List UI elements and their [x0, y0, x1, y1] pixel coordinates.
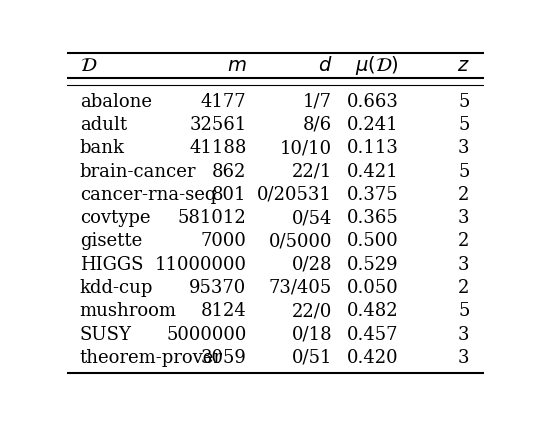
Text: 0.420: 0.420	[347, 349, 399, 367]
Text: 0.457: 0.457	[347, 325, 399, 343]
Text: 11000000: 11000000	[154, 256, 246, 273]
Text: 5: 5	[458, 302, 470, 320]
Text: gisette: gisette	[80, 233, 142, 250]
Text: 1/7: 1/7	[303, 92, 332, 111]
Text: $m$: $m$	[227, 57, 246, 75]
Text: $\mu(\mathcal{D})$: $\mu(\mathcal{D})$	[355, 55, 399, 78]
Text: 0/28: 0/28	[292, 256, 332, 273]
Text: 2: 2	[458, 279, 470, 297]
Text: abalone: abalone	[80, 92, 152, 111]
Text: 5000000: 5000000	[166, 325, 246, 343]
Text: 0.241: 0.241	[347, 116, 399, 134]
Text: brain-cancer: brain-cancer	[80, 163, 196, 181]
Text: 0/5000: 0/5000	[268, 233, 332, 250]
Text: 95370: 95370	[189, 279, 246, 297]
Text: 3: 3	[458, 325, 470, 343]
Text: 3: 3	[458, 349, 470, 367]
Text: 0.500: 0.500	[347, 233, 399, 250]
Text: 2: 2	[458, 233, 470, 250]
Text: $z$: $z$	[457, 57, 470, 75]
Text: 3: 3	[458, 139, 470, 157]
Text: 8/6: 8/6	[303, 116, 332, 134]
Text: 0/54: 0/54	[292, 209, 332, 227]
Text: 2: 2	[458, 186, 470, 204]
Text: 581012: 581012	[178, 209, 246, 227]
Text: mushroom: mushroom	[80, 302, 177, 320]
Text: HIGGS: HIGGS	[80, 256, 143, 273]
Text: 10/10: 10/10	[280, 139, 332, 157]
Text: 0.421: 0.421	[347, 163, 399, 181]
Text: theorem-prover: theorem-prover	[80, 349, 223, 367]
Text: 0.375: 0.375	[347, 186, 399, 204]
Text: 0.113: 0.113	[347, 139, 399, 157]
Text: 3: 3	[458, 209, 470, 227]
Text: 8124: 8124	[201, 302, 246, 320]
Text: 3: 3	[458, 256, 470, 273]
Text: 0.050: 0.050	[347, 279, 399, 297]
Text: 0/20531: 0/20531	[257, 186, 332, 204]
Text: SUSY: SUSY	[80, 325, 132, 343]
Text: 22/0: 22/0	[292, 302, 332, 320]
Text: 0/18: 0/18	[292, 325, 332, 343]
Text: 0.663: 0.663	[347, 92, 399, 111]
Text: $\mathcal{D}$: $\mathcal{D}$	[80, 57, 97, 75]
Text: 22/1: 22/1	[292, 163, 332, 181]
Text: 73/405: 73/405	[269, 279, 332, 297]
Text: 0.365: 0.365	[347, 209, 399, 227]
Text: 41188: 41188	[189, 139, 246, 157]
Text: 0.482: 0.482	[347, 302, 399, 320]
Text: 3059: 3059	[201, 349, 246, 367]
Text: 4177: 4177	[201, 92, 246, 111]
Text: adult: adult	[80, 116, 127, 134]
Text: 862: 862	[212, 163, 246, 181]
Text: 5: 5	[458, 92, 470, 111]
Text: $d$: $d$	[317, 56, 332, 75]
Text: 5: 5	[458, 116, 470, 134]
Text: cancer-rna-seq: cancer-rna-seq	[80, 186, 216, 204]
Text: 0/51: 0/51	[292, 349, 332, 367]
Text: 0.529: 0.529	[347, 256, 399, 273]
Text: covtype: covtype	[80, 209, 150, 227]
Text: 801: 801	[212, 186, 246, 204]
Text: 7000: 7000	[201, 233, 246, 250]
Text: 32561: 32561	[189, 116, 246, 134]
Text: kdd-cup: kdd-cup	[80, 279, 153, 297]
Text: 5: 5	[458, 163, 470, 181]
Text: bank: bank	[80, 139, 125, 157]
